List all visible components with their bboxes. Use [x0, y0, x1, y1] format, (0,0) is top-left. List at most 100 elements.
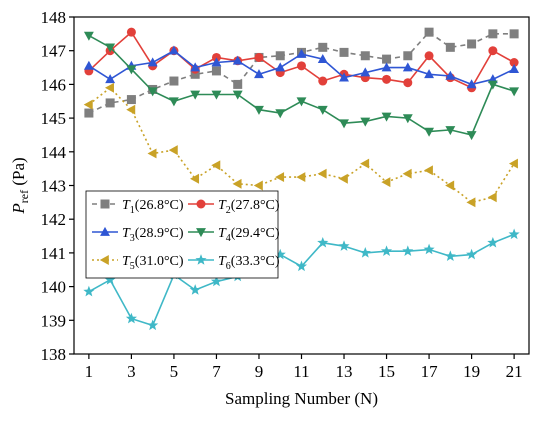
- series-5-point: [402, 168, 412, 179]
- series-3-point: [381, 62, 392, 72]
- legend-box: [85, 190, 279, 279]
- series-4-point: [509, 87, 520, 97]
- series-1-point: [509, 29, 519, 39]
- series-2-point: [382, 74, 392, 84]
- series-5-point: [190, 173, 200, 184]
- series-4-point: [275, 109, 286, 119]
- legend-label-sub: 3: [130, 233, 135, 244]
- series-1-point: [488, 29, 498, 39]
- series-6-point: [274, 248, 286, 260]
- y-tick-label: 143: [41, 177, 67, 196]
- legend-marker: [196, 199, 206, 209]
- series-4-point: [317, 105, 328, 115]
- y-tick-label: 144: [41, 143, 67, 162]
- legend-marker: [99, 255, 109, 265]
- series-4-point: [466, 131, 477, 141]
- series-1-point: [467, 39, 477, 49]
- legend-marker: [196, 228, 206, 238]
- series-1-point: [84, 108, 94, 118]
- y-axis-title-rest: (Pa): [9, 157, 28, 190]
- x-tick-label: 7: [212, 362, 221, 381]
- series-6-point: [317, 236, 329, 248]
- x-tick-label: 19: [463, 362, 480, 381]
- series-6-point: [402, 245, 414, 256]
- series-5-point: [232, 178, 242, 189]
- legend-marker: [100, 226, 110, 236]
- x-tick-label: 3: [127, 362, 136, 381]
- series-6-point: [125, 312, 137, 324]
- legend-label-main: T: [122, 226, 131, 241]
- series-3-point: [424, 69, 435, 79]
- y-tick-label: 147: [41, 42, 67, 61]
- series-3-point: [402, 62, 413, 72]
- series-5-point: [147, 148, 157, 159]
- legend-marker: [195, 254, 207, 265]
- series-3-point: [275, 62, 286, 72]
- legend-entry: T3(28.9°C): [92, 226, 184, 244]
- series-6-point: [423, 243, 435, 255]
- x-tick-label: 1: [85, 362, 94, 381]
- series-2-point: [297, 61, 306, 71]
- legend-label-sub: 2: [226, 205, 231, 216]
- legend-label-main: T: [122, 198, 131, 213]
- x-tick-label: 11: [293, 362, 309, 381]
- series-6-point: [210, 275, 223, 287]
- series-2: [84, 27, 519, 93]
- legend-label-rest: (27.8°C): [231, 198, 280, 213]
- legend-label-main: T: [218, 198, 227, 213]
- series-1-point: [126, 95, 136, 105]
- series-5: [83, 82, 518, 208]
- series-5-point: [104, 82, 114, 93]
- series-3-point: [360, 67, 371, 77]
- series-4-point: [402, 114, 413, 124]
- legend-marker: [100, 199, 110, 209]
- series-4-point: [232, 90, 243, 100]
- series-3-point: [190, 62, 201, 72]
- y-axis-title-main: P: [9, 203, 28, 214]
- series-5-point: [275, 172, 285, 183]
- series-6-point: [83, 285, 95, 297]
- series-4-point: [424, 127, 435, 137]
- series-4-point: [445, 126, 456, 136]
- series-5-point: [253, 180, 263, 191]
- series-5-point: [211, 160, 221, 171]
- legend-label: T4(29.4°C): [218, 226, 280, 244]
- series-4-point: [254, 105, 264, 115]
- series-5-point: [466, 197, 476, 208]
- series-2-point: [403, 78, 413, 88]
- series-3-point: [509, 64, 520, 74]
- series-5-point: [338, 173, 348, 184]
- legend-label: T2(27.8°C): [218, 198, 280, 216]
- series-4-point: [126, 65, 137, 75]
- series-5-point: [83, 99, 93, 110]
- series-4-point: [83, 31, 94, 41]
- series-5-point: [508, 158, 518, 169]
- series-6-point: [444, 250, 456, 261]
- series-1-point: [275, 51, 285, 61]
- legend-entry: T5(31.0°C): [92, 254, 184, 272]
- series-3-point: [296, 48, 307, 58]
- series-4: [83, 31, 520, 141]
- series-3: [83, 45, 520, 89]
- series-6-point: [338, 240, 350, 251]
- series-4-point: [211, 90, 222, 100]
- x-tick-label: 13: [336, 362, 353, 381]
- legend-label-sub: 4: [226, 233, 231, 244]
- y-axis-title: Pref (Pa): [9, 157, 31, 214]
- axes-layer: 1 3 5 7 9 11 13 15 17 19 2113813914014114214314414…: [41, 8, 530, 381]
- series-3-point: [317, 53, 328, 63]
- series-5-point: [487, 192, 497, 203]
- legend-label-sub: 5: [130, 261, 135, 272]
- series-4-point: [381, 112, 392, 122]
- series-5-point: [168, 145, 178, 156]
- x-tick-label: 15: [378, 362, 395, 381]
- x-tick-label: 17: [421, 362, 439, 381]
- series-5-point: [360, 158, 370, 169]
- legend-label-rest: (33.3°C): [231, 254, 280, 269]
- y-tick-label: 148: [41, 8, 67, 27]
- series-4-point: [105, 43, 116, 53]
- series-6-point: [508, 228, 520, 240]
- series-2-point: [509, 57, 519, 67]
- legend-label: T5(31.0°C): [122, 254, 184, 272]
- x-tick-label: 9: [255, 362, 264, 381]
